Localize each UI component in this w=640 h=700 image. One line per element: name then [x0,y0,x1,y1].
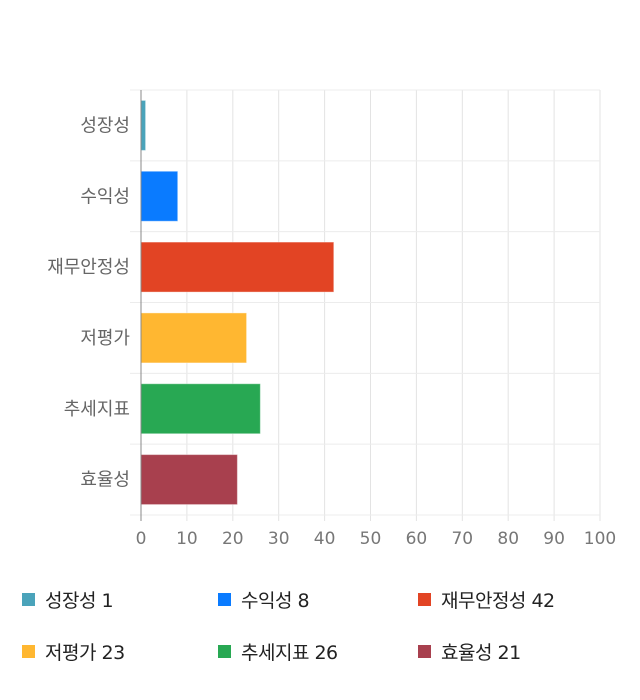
category-label: 저평가 [80,328,130,349]
x-tick-label: 70 [451,529,473,549]
x-tick-label: 100 [584,529,616,549]
legend-label: 추세지표 26 [241,642,338,664]
legend-label: 성장성 1 [45,590,114,612]
x-tick-label: 50 [360,529,382,549]
x-tick-label: 0 [136,529,147,549]
category-label: 추세지표 [64,399,130,420]
category-label: 수익성 [80,186,130,207]
x-tick-label: 90 [543,529,565,549]
legend-label: 저평가 23 [45,642,125,664]
category-label: 효율성 [80,470,130,491]
legend-item[interactable]: 수익성 8 [218,586,310,613]
bar-재무안정성 [140,241,335,293]
bar-수익성 [140,170,179,222]
legend-item[interactable]: 추세지표 26 [218,638,338,665]
legend-label: 재무안정성 42 [441,590,555,612]
category-label: 재무안정성 [47,257,130,278]
x-tick-label: 10 [176,529,198,549]
x-tick-label: 40 [314,529,336,549]
legend-swatch [218,593,231,606]
x-tick-label: 20 [222,529,244,549]
bar-추세지표 [140,383,261,435]
legend-item[interactable]: 저평가 23 [22,638,125,665]
legend-item[interactable]: 성장성 1 [22,586,114,613]
legend-item[interactable]: 재무안정성 42 [418,586,555,613]
legend-swatch [418,593,431,606]
legend-swatch [22,645,35,658]
legend-label: 효율성 21 [441,642,521,664]
x-tick-label: 30 [268,529,290,549]
legend-swatch [218,645,231,658]
x-tick-label: 60 [406,529,428,549]
bar-효율성 [140,454,238,506]
legend-item[interactable]: 효율성 21 [418,638,521,665]
legend-label: 수익성 8 [241,590,310,612]
bar-성장성 [140,99,147,151]
legend-swatch [418,645,431,658]
category-label: 성장성 [80,115,130,136]
legend-swatch [22,593,35,606]
x-tick-label: 80 [497,529,519,549]
bar-저평가 [140,312,248,364]
